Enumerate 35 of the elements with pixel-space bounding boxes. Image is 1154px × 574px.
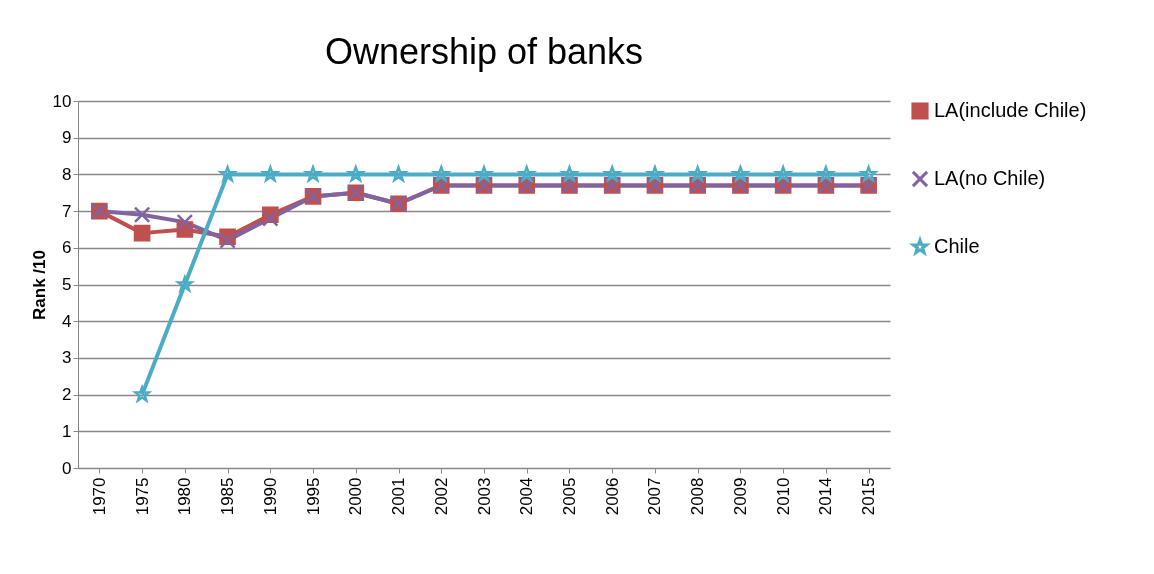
y-axis-title: Rank /10	[29, 250, 49, 320]
legend-label: Chile	[934, 235, 980, 257]
x-tick-label: 2015	[859, 477, 879, 516]
y-tick-label: 7	[62, 201, 72, 221]
x-tick-label: 2005	[559, 477, 579, 516]
legend-label: LA(include Chile)	[934, 99, 1087, 121]
y-tick-label: 9	[62, 128, 72, 148]
y-tick-label: 8	[62, 164, 72, 184]
y-tick-label: 5	[62, 275, 72, 294]
x-tick-label: 2009	[730, 477, 750, 516]
x-tick-label: 1995	[303, 477, 323, 516]
y-tick-label: 4	[62, 311, 72, 331]
x-tick-label: 2014	[816, 477, 836, 516]
y-tick-label: 0	[62, 458, 72, 478]
x-tick-label: 2003	[474, 477, 494, 516]
x-tick-label: 1970	[89, 477, 109, 516]
x-tick-label: 1980	[175, 477, 195, 516]
y-tick-label: 10	[52, 91, 72, 111]
x-tick-label: 2001	[389, 477, 409, 516]
x-tick-label: 2007	[645, 477, 665, 516]
y-tick-label: 2	[62, 385, 72, 405]
x-tick-label: 2010	[773, 477, 793, 516]
x-tick-label: 2004	[517, 477, 537, 516]
x-tick-label: 2006	[602, 477, 622, 516]
x-tick-label: 1990	[260, 477, 280, 516]
y-tick-label: 6	[62, 238, 72, 258]
y-tick-label: 1	[62, 421, 72, 441]
x-tick-label: 2002	[431, 477, 451, 516]
x-tick-label: 1975	[132, 477, 152, 516]
x-tick-label: 2000	[346, 477, 366, 516]
x-tick-label: 1985	[218, 477, 238, 516]
legend-label: LA(no Chile)	[934, 167, 1046, 189]
chart-title: Ownership of banks	[324, 31, 644, 72]
y-tick-label: 3	[62, 348, 72, 368]
x-tick-label: 2008	[688, 477, 708, 516]
